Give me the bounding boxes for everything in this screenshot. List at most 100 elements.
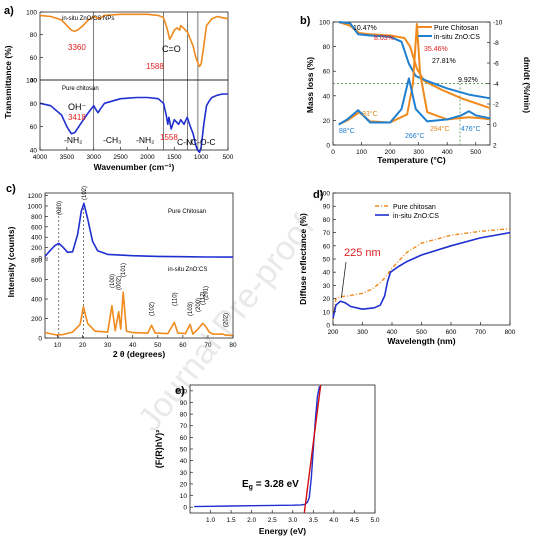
- series-chitosan-line: [44, 202, 234, 258]
- y-tick-label: -10: [493, 20, 503, 27]
- x-tick-label: 4000: [33, 154, 48, 161]
- group-label: -CH₃: [103, 135, 122, 145]
- y-tick-label: 60: [30, 124, 38, 131]
- series-zno-cs-line: [44, 291, 234, 337]
- x-tick-label: 0: [331, 149, 335, 156]
- y-tick-label: -8: [493, 40, 499, 47]
- y-tick-label: 100: [26, 10, 37, 17]
- y-tick-label: 400: [31, 235, 42, 242]
- y-axis-title: (F(R)hV)²: [154, 430, 164, 468]
- x-tick-label: 70: [204, 342, 212, 349]
- x-tick-label: 3000: [86, 154, 101, 161]
- y-tick-label: 100: [26, 78, 37, 85]
- x-tick-label: 4.0: [329, 517, 338, 524]
- series-chitosan-line: [332, 227, 511, 320]
- y-tick-label: 60: [323, 243, 331, 250]
- y-tick-label: 100: [319, 20, 330, 27]
- y-tick-label: 20: [323, 296, 331, 303]
- panel-label: d): [313, 189, 324, 201]
- panel-a-ftir: 4000 3500 3000 2500 2000 1500 1000 500 40 60 80 100…: [3, 5, 234, 172]
- y-tick-label: 0: [326, 323, 330, 330]
- x-tick-label: 2.5: [268, 517, 277, 524]
- peak-label: 3360: [68, 43, 86, 52]
- series-chitosan-line: [39, 93, 228, 154]
- y-tick-label: 10: [180, 493, 188, 500]
- annotation: 266°C: [405, 132, 425, 140]
- x-tick-label: 400: [442, 149, 453, 156]
- band-gap-label: Eg = 3.28 eV: [242, 479, 299, 491]
- group-label: C-N: [177, 137, 192, 147]
- peak-label: 1558: [160, 133, 178, 142]
- annotation: 88°C: [339, 127, 355, 135]
- x-tick-label: 2000: [140, 154, 155, 161]
- y-tick-label: 100: [176, 388, 187, 395]
- panel-label: b): [300, 15, 311, 27]
- y-tick-label: -6: [493, 61, 499, 68]
- series-name: Pure chitosan: [62, 86, 99, 92]
- y-tick-label: 1000: [28, 204, 43, 211]
- y-tick-label: 70: [323, 230, 331, 237]
- y-tick-label: 40: [180, 458, 188, 465]
- x-tick-label: 500: [223, 154, 234, 161]
- band-gap-subscript: g: [249, 484, 253, 491]
- y-tick-label: 40: [30, 78, 38, 85]
- hkl-label: (102): [82, 186, 88, 200]
- x-tick-label: 300: [357, 329, 368, 336]
- hkl-label: (102): [150, 302, 156, 316]
- panel-label: c): [6, 183, 16, 195]
- y-tick-label: 80: [323, 44, 331, 51]
- x-tick-label: 10: [54, 342, 62, 349]
- hkl-label: (101): [121, 263, 127, 277]
- group-label: OH⁻: [68, 102, 87, 112]
- hkl-label: (100): [110, 274, 116, 288]
- y-tick-label: 800: [31, 258, 42, 265]
- hkl-label: (110): [172, 292, 178, 306]
- y-tick-label: 200: [31, 316, 42, 323]
- y-tick-label: 40: [323, 93, 331, 100]
- y-tick-label: 30: [180, 470, 188, 477]
- annotation: 27.81%: [432, 58, 456, 65]
- plot-frame: [44, 192, 234, 339]
- y-tick-label: -2: [493, 102, 499, 109]
- y-tick-label: 600: [31, 277, 42, 284]
- legend-label: in-situ ZnO:CS: [393, 213, 439, 220]
- tg-curve: [338, 21, 491, 100]
- x-axis-title: Energy (eV): [259, 526, 306, 536]
- panel-e-tauc: 1.0 1.5 2.0 2.5 3.0 3.5 4.0 4.5 5.0 0 10 20 30 40 50 60…: [154, 384, 380, 536]
- y-tick-label: 80: [30, 101, 38, 108]
- group-label: -NH₂: [64, 135, 82, 145]
- hkl-label: (112): [201, 291, 207, 305]
- x-axis-title: Wavenumber (cm⁻¹): [94, 162, 175, 172]
- y-tick-label: 80: [180, 412, 188, 419]
- legend-label: Pure chitosan: [393, 204, 436, 211]
- y-axis-title: Transmittance (%): [3, 45, 13, 118]
- y-tick-label: 0: [38, 256, 42, 263]
- y-tick-label: 600: [31, 224, 42, 231]
- y-tick-label: 90: [323, 204, 331, 211]
- y-tick-label: 60: [180, 435, 188, 442]
- peak-label: 3418: [68, 113, 86, 122]
- x-tick-label: 1.0: [206, 517, 215, 524]
- y-tick-label: 800: [31, 214, 42, 221]
- panel-c-xrd: 10 20 30 40 50 60 70 80020040060080010001200020…: [6, 183, 237, 359]
- y-axis-title: Mass loss (%): [305, 57, 315, 113]
- hkl-label: (201): [204, 286, 210, 300]
- group-label: C-O-C: [191, 137, 216, 147]
- x-tick-label: 2.0: [247, 517, 256, 524]
- annotation: 476°C: [461, 125, 481, 133]
- y-tick-label: 0: [38, 336, 42, 343]
- tg-curve: [338, 21, 491, 110]
- x-tick-label: 1000: [194, 154, 209, 161]
- y-tick-label: 20: [323, 118, 331, 125]
- x-tick-label: 3.5: [309, 517, 318, 524]
- hkl-label: (020): [57, 201, 63, 215]
- annotation: 294°C: [430, 125, 450, 133]
- dtg-curve: [338, 77, 491, 126]
- y-tick-label: 0: [493, 122, 497, 129]
- x-tick-label: 4.5: [350, 517, 359, 524]
- x-tick-label: 500: [470, 149, 481, 156]
- x-axis-title: 2 θ (degrees): [113, 349, 165, 359]
- y-tick-label: 50: [180, 447, 188, 454]
- x-tick-label: 300: [413, 149, 424, 156]
